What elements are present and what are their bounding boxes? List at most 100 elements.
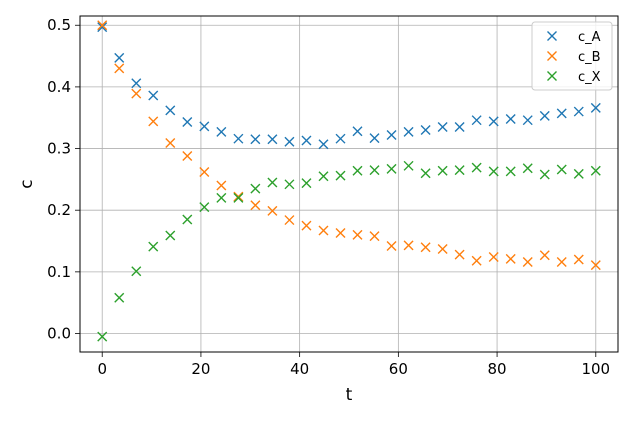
data-point — [505, 113, 516, 124]
y-axis-label: c — [17, 179, 37, 188]
x-tick-label: 60 — [389, 360, 408, 378]
data-point — [352, 165, 363, 176]
data-point — [437, 121, 448, 132]
data-point — [233, 192, 244, 203]
data-point — [233, 191, 244, 202]
data-point — [284, 179, 295, 190]
data-point — [573, 106, 584, 117]
data-point — [420, 125, 431, 136]
x-tick-label: 40 — [290, 360, 309, 378]
data-point — [420, 242, 431, 253]
data-point — [250, 134, 261, 145]
data-point — [471, 115, 482, 126]
x-tick-label: 80 — [488, 360, 507, 378]
data-point — [556, 108, 567, 119]
data-point — [335, 170, 346, 181]
data-point — [454, 249, 465, 260]
data-point — [318, 139, 329, 150]
data-point — [131, 78, 142, 89]
data-point — [590, 165, 601, 176]
data-point — [301, 220, 312, 231]
data-point — [369, 231, 380, 242]
legend-label: c_B — [578, 50, 601, 65]
y-tick-label: 0.3 — [47, 140, 71, 158]
data-point — [148, 116, 159, 127]
ticks: 0 20 40 60 80 100 0.0 0.1 0.2 0.3 0.4 0.5 — [47, 16, 610, 378]
data-point — [250, 183, 261, 194]
data-point — [386, 240, 397, 251]
data-point — [454, 165, 465, 176]
data-point — [267, 177, 278, 188]
series-c-x — [97, 160, 601, 342]
data-point — [505, 253, 516, 264]
legend-marker — [547, 51, 557, 61]
data-point — [165, 105, 176, 116]
series-layer — [97, 20, 601, 342]
data-point — [590, 260, 601, 271]
data-point — [199, 121, 210, 132]
data-point — [114, 292, 125, 303]
data-point — [471, 162, 482, 173]
data-point — [199, 202, 210, 213]
data-point — [97, 20, 108, 31]
data-point — [386, 163, 397, 174]
legend: c_A c_B c_X — [531, 21, 613, 91]
grid — [80, 16, 618, 352]
data-point — [318, 171, 329, 182]
data-point — [369, 133, 380, 144]
legend-label: c_A — [578, 30, 601, 45]
data-point — [165, 138, 176, 148]
data-point — [386, 129, 397, 140]
data-point — [131, 266, 142, 277]
data-point — [369, 165, 380, 176]
data-point — [522, 115, 533, 126]
legend-label: c_X — [578, 70, 601, 85]
data-point — [267, 134, 278, 145]
y-tick-label: 0.0 — [47, 325, 71, 343]
y-tick-label: 0.5 — [47, 16, 71, 34]
legend-marker — [547, 31, 557, 41]
data-point — [454, 121, 465, 132]
x-tick-label: 20 — [191, 360, 210, 378]
data-point — [488, 116, 499, 127]
data-point — [250, 200, 261, 211]
data-point — [335, 133, 346, 144]
data-point — [318, 225, 329, 236]
data-point — [573, 254, 584, 265]
data-point — [539, 250, 550, 261]
data-point — [301, 178, 312, 189]
series-c-a — [97, 22, 601, 150]
data-point — [148, 241, 159, 252]
y-tick-label: 0.1 — [47, 263, 71, 281]
data-point — [114, 52, 125, 63]
data-point — [522, 163, 533, 174]
data-point — [403, 240, 414, 251]
data-point — [539, 110, 550, 121]
legend-marker — [547, 71, 557, 81]
data-point — [199, 166, 210, 177]
data-point — [488, 166, 499, 177]
data-point — [267, 205, 278, 216]
data-point — [301, 135, 312, 146]
data-point — [148, 90, 159, 101]
data-point — [420, 168, 431, 179]
legend-box — [531, 21, 613, 91]
data-point — [114, 63, 125, 74]
data-point — [182, 117, 193, 128]
x-axis-label: t — [346, 385, 353, 405]
data-point — [97, 22, 108, 33]
data-point — [590, 102, 601, 113]
data-point — [216, 180, 227, 191]
data-point — [437, 165, 448, 176]
data-point — [216, 126, 227, 137]
data-point — [182, 150, 193, 161]
data-point — [165, 230, 176, 241]
data-point — [403, 160, 414, 171]
data-point — [573, 168, 584, 179]
data-point — [131, 88, 142, 99]
y-tick-label: 0.4 — [47, 78, 71, 96]
data-point — [437, 244, 448, 255]
data-point — [182, 214, 193, 225]
plot-area — [80, 16, 618, 352]
data-point — [233, 133, 244, 144]
